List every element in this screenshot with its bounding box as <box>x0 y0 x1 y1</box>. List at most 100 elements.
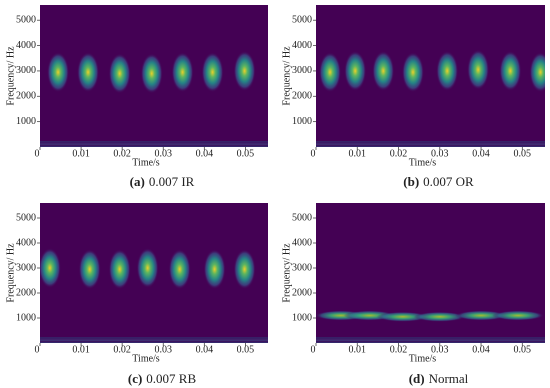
blob-event <box>529 52 545 93</box>
caption: (c) 0.007 RB <box>128 371 197 386</box>
y-tick-label: 4000 <box>16 40 36 51</box>
x-tick-label: 0.04 <box>472 148 490 159</box>
plot-background <box>316 203 545 343</box>
y-tick-label: 5000 <box>292 15 312 26</box>
caption: (a) 0.007 IR <box>130 174 195 189</box>
blob-event <box>233 249 256 290</box>
x-tick-label: 0.02 <box>390 148 408 159</box>
y-tick-label: 1000 <box>292 312 312 323</box>
y-tick-label: 2000 <box>16 287 36 298</box>
x-axis-label: Time/s <box>132 157 160 168</box>
blob-event <box>108 53 131 94</box>
blob-event <box>108 249 131 290</box>
x-tick-label: 0.05 <box>237 148 255 159</box>
caption-text: 0.007 OR <box>423 174 474 189</box>
blob-event <box>499 50 522 91</box>
panel: 0 0.01 0.02 0.03 0.04 0.05 1000 2000 3000 4000 500… <box>5 5 268 189</box>
x-tick-label: 0.03 <box>154 148 172 159</box>
x-tick-label: 0.04 <box>472 344 490 355</box>
x-tick-label: 0.03 <box>431 148 449 159</box>
blob-event <box>344 50 367 91</box>
blob-event <box>78 249 101 290</box>
y-tick-label: 5000 <box>16 15 36 26</box>
panel: 0 0.01 0.02 0.03 0.04 0.05 1000 2000 3000 4000 500… <box>5 203 268 386</box>
low-band <box>40 341 268 343</box>
x-tick-label: 0.02 <box>390 344 408 355</box>
blob-event <box>436 50 459 91</box>
caption: (d) Normal <box>409 371 469 386</box>
caption-label: (a) <box>130 174 145 189</box>
band-event <box>413 311 466 322</box>
y-tick-label: 2000 <box>292 91 312 102</box>
low-band <box>316 341 545 343</box>
x-tick-label: 0.04 <box>196 148 214 159</box>
blob-event <box>319 52 342 93</box>
caption-text: Normal <box>429 371 469 386</box>
x-axis-label: Time/s <box>132 353 160 364</box>
y-tick-label: 1000 <box>292 116 312 127</box>
caption-label: (d) <box>409 371 425 386</box>
panel: 0 0.01 0.02 0.03 0.04 0.05 1000 2000 3000 4000 500… <box>281 5 545 189</box>
x-tick-label: 0.04 <box>196 344 214 355</box>
low-band <box>40 145 268 147</box>
panel: 0 0.01 0.02 0.03 0.04 0.05 1000 2000 3000 4000 500… <box>281 203 545 386</box>
blob-event <box>372 50 395 91</box>
band-event <box>492 310 545 321</box>
blob-event <box>233 50 256 91</box>
y-tick-label: 1000 <box>16 116 36 127</box>
plot-content <box>316 49 545 147</box>
blob-event <box>171 52 194 93</box>
y-axis-label: Frequency/ Hz <box>5 243 16 303</box>
blob-event <box>40 248 61 288</box>
low-band <box>316 339 545 341</box>
x-tick-label: 0.05 <box>514 148 532 159</box>
caption-text: 0.007 IR <box>149 174 195 189</box>
y-axis-label: Frequency/ Hz <box>5 46 16 106</box>
y-tick-label: 4000 <box>16 237 36 248</box>
plot-content <box>40 50 268 147</box>
blob-event <box>77 52 100 93</box>
blob-event <box>203 249 226 290</box>
y-tick-label: 3000 <box>16 65 36 76</box>
blob-event <box>401 52 424 93</box>
y-tick-label: 3000 <box>16 262 36 273</box>
blob-event <box>136 248 159 288</box>
low-band <box>316 141 545 143</box>
y-tick-label: 4000 <box>292 237 312 248</box>
blob-event <box>140 53 163 94</box>
x-tick-label: 0.05 <box>514 344 532 355</box>
caption-label: (b) <box>403 174 419 189</box>
band-event <box>455 310 508 321</box>
blob-event <box>168 249 191 290</box>
y-tick-label: 5000 <box>16 212 36 223</box>
low-band <box>40 141 268 143</box>
caption-label: (c) <box>128 371 142 386</box>
low-band <box>316 145 545 147</box>
blob-event <box>47 52 70 93</box>
blob-event <box>467 49 490 90</box>
x-tick-label: 0 <box>35 344 40 355</box>
x-tick-label: 0.05 <box>237 344 255 355</box>
y-tick-label: 2000 <box>16 91 36 102</box>
x-tick-label: 0.03 <box>431 344 449 355</box>
y-axis-label: Frequency/ Hz <box>281 243 292 303</box>
x-tick-label: 0.01 <box>349 344 367 355</box>
x-tick-label: 0 <box>35 148 40 159</box>
x-tick-label: 0.01 <box>349 148 367 159</box>
plot-content <box>316 310 545 343</box>
plot-content <box>40 248 268 343</box>
x-tick-label: 0.02 <box>113 344 131 355</box>
x-tick-label: 0.01 <box>72 148 90 159</box>
y-tick-label: 2000 <box>292 287 312 298</box>
x-axis-label: Time/s <box>409 157 437 168</box>
low-band <box>316 337 545 339</box>
caption-text: 0.007 RB <box>146 371 196 386</box>
y-tick-label: 3000 <box>292 65 312 76</box>
x-tick-label: 0.03 <box>154 344 172 355</box>
x-tick-label: 0.02 <box>113 148 131 159</box>
x-tick-label: 0.01 <box>72 344 90 355</box>
low-band <box>40 337 268 339</box>
y-tick-label: 4000 <box>292 40 312 51</box>
y-tick-label: 1000 <box>16 312 36 323</box>
